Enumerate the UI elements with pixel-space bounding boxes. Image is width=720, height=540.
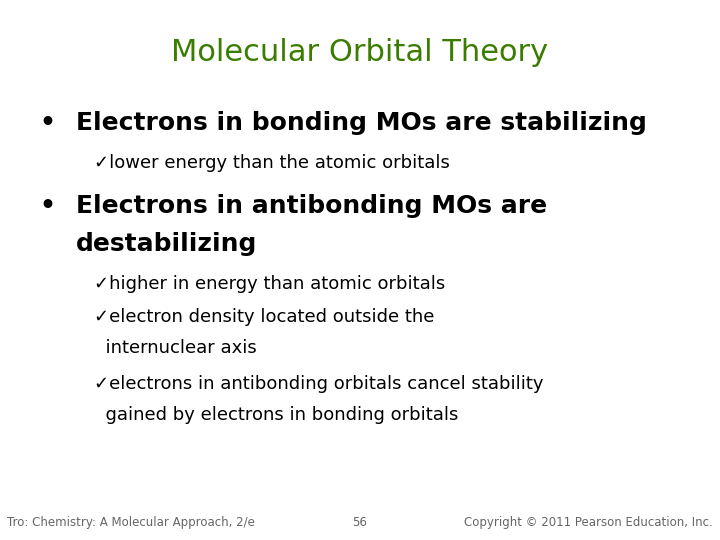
Text: 56: 56 [353, 516, 367, 529]
Text: ✓higher in energy than atomic orbitals: ✓higher in energy than atomic orbitals [94, 275, 445, 293]
Text: •: • [40, 194, 55, 218]
Text: ✓electron density located outside the: ✓electron density located outside the [94, 308, 434, 326]
Text: Electrons in bonding MOs are stabilizing: Electrons in bonding MOs are stabilizing [76, 111, 647, 134]
Text: destabilizing: destabilizing [76, 232, 257, 256]
Text: ✓lower energy than the atomic orbitals: ✓lower energy than the atomic orbitals [94, 154, 449, 172]
Text: Copyright © 2011 Pearson Education, Inc.: Copyright © 2011 Pearson Education, Inc. [464, 516, 713, 529]
Text: Electrons in antibonding MOs are: Electrons in antibonding MOs are [76, 194, 546, 218]
Text: •: • [40, 111, 55, 134]
Text: ✓electrons in antibonding orbitals cancel stability: ✓electrons in antibonding orbitals cance… [94, 375, 543, 393]
Text: gained by electrons in bonding orbitals: gained by electrons in bonding orbitals [94, 406, 458, 424]
Text: Molecular Orbital Theory: Molecular Orbital Theory [171, 38, 549, 67]
Text: Tro: Chemistry: A Molecular Approach, 2/e: Tro: Chemistry: A Molecular Approach, 2/… [7, 516, 255, 529]
Text: internuclear axis: internuclear axis [94, 339, 256, 356]
